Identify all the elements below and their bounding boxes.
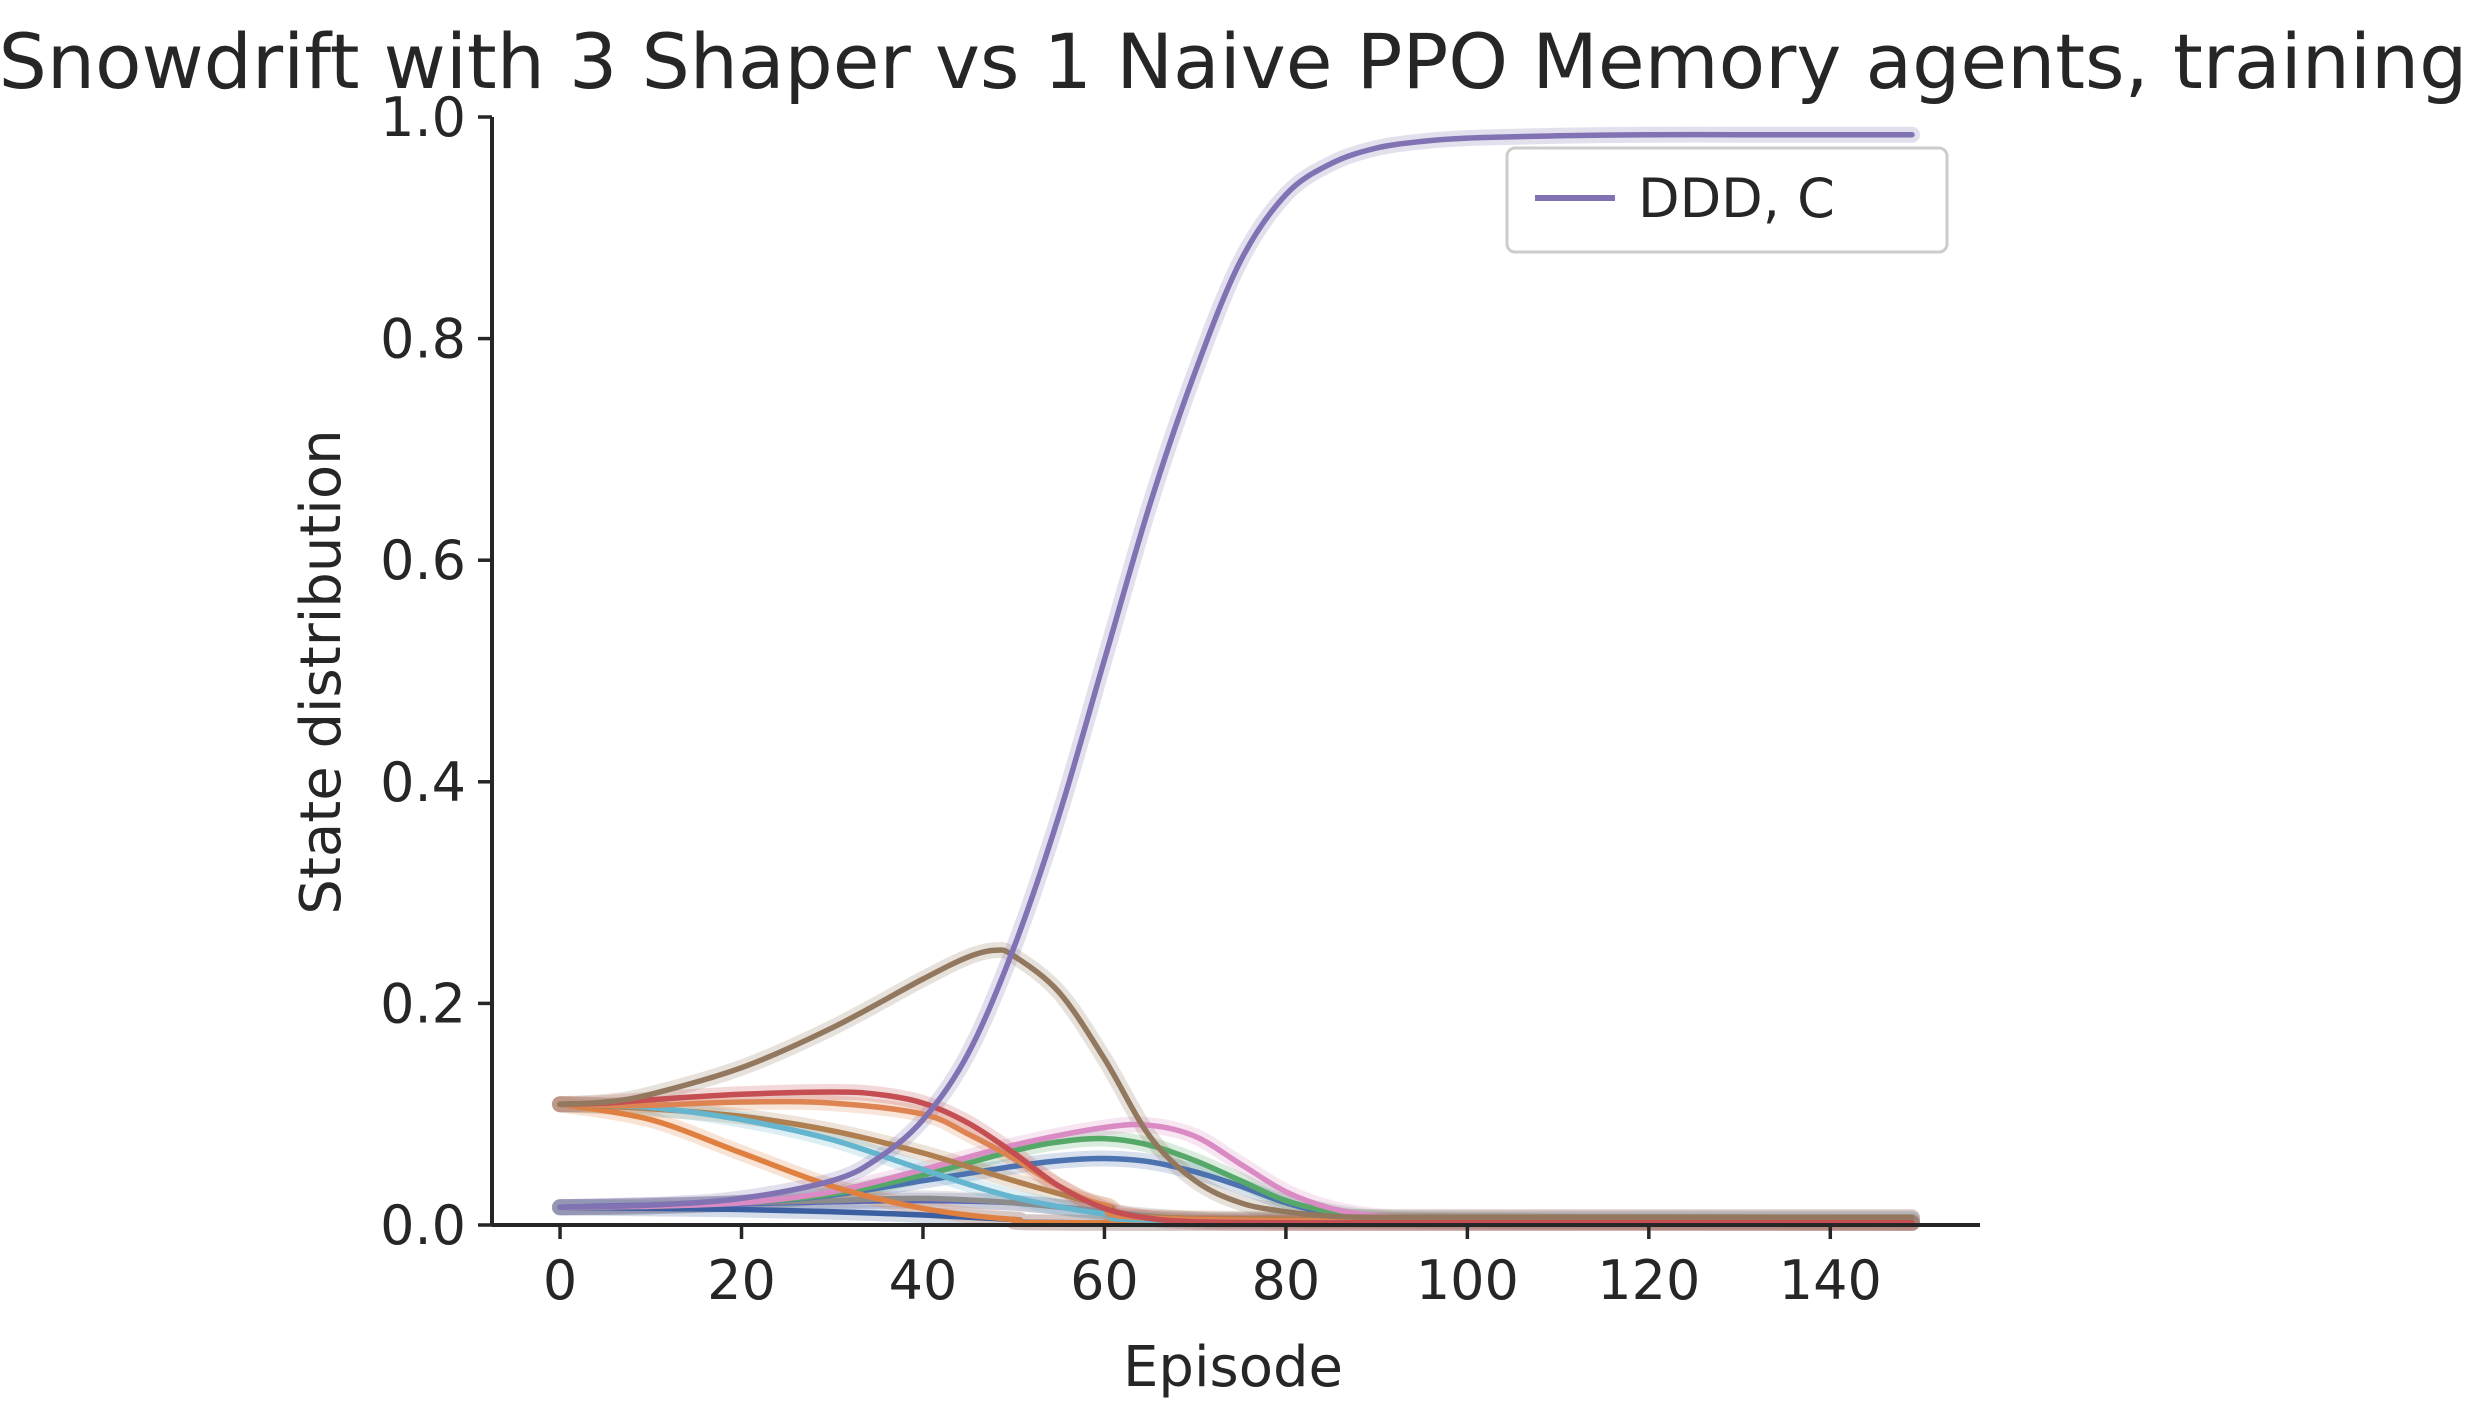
series-0-line bbox=[557, 131, 1915, 1211]
x-tick-label: 80 bbox=[1252, 1249, 1321, 1312]
series-2-line bbox=[557, 1089, 1915, 1226]
series-0-band bbox=[552, 126, 1920, 1216]
chart-title: Snowdrift with 3 Shaper vs 1 Naive PPO M… bbox=[0, 17, 2467, 106]
x-tick-label: 100 bbox=[1416, 1249, 1519, 1312]
x-tick-label: 0 bbox=[543, 1249, 577, 1312]
y-tick-label: 0.2 bbox=[380, 972, 466, 1035]
y-tick-label: 0.6 bbox=[380, 529, 466, 592]
y-tick-label: 0.8 bbox=[380, 308, 466, 371]
y-tick-label: 1.0 bbox=[380, 86, 466, 149]
x-tick-label: 120 bbox=[1597, 1249, 1700, 1312]
series-1-line bbox=[557, 947, 1915, 1221]
x-tick-label: 40 bbox=[889, 1249, 958, 1312]
y-tick-label: 0.4 bbox=[380, 751, 466, 814]
legend-frame bbox=[1505, 146, 1949, 254]
x-tick-label: 60 bbox=[1070, 1249, 1139, 1312]
x-axis-label: Episode bbox=[1123, 1335, 1343, 1400]
legend: DDD, C bbox=[1505, 146, 1949, 254]
y-tick-label: 0.0 bbox=[380, 1194, 466, 1257]
legend-entry-label: DDD, C bbox=[1638, 167, 1835, 230]
x-tick-label: 140 bbox=[1779, 1249, 1882, 1312]
x-tick-label: 20 bbox=[707, 1249, 776, 1312]
y-axis-label: State distribution bbox=[289, 429, 354, 914]
